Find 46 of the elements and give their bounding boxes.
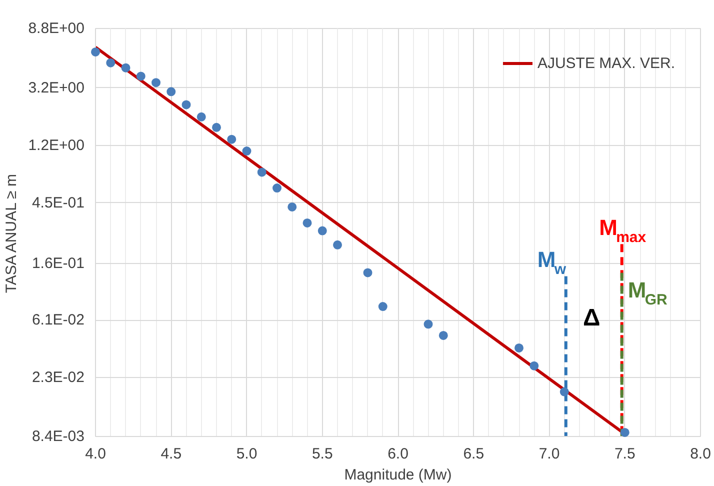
x-tick-label: 7.0: [538, 446, 560, 462]
point: [106, 58, 116, 68]
y-tick-label: 6.1E-02: [32, 312, 85, 329]
x-tick-label: 5.0: [236, 446, 258, 462]
annotation: Δ: [582, 304, 600, 332]
point: [196, 112, 206, 122]
point: [424, 320, 433, 329]
x-tick-label: 6.5: [463, 446, 484, 462]
y-tick-label: 3.2E+00: [28, 79, 85, 96]
point: [242, 146, 252, 156]
x-tick-label: 5.5: [312, 446, 333, 462]
x-tick-label: 7.5: [614, 446, 636, 462]
x-axis-title: Magnitude (Mw): [344, 466, 452, 484]
x-tick-label: 6.0: [388, 446, 408, 462]
point: [288, 202, 297, 212]
point: [438, 330, 448, 340]
x-tick-label: 4.0: [85, 446, 106, 462]
y-tick-label: 1.6E-01: [32, 255, 85, 272]
point: [152, 78, 160, 88]
point: [530, 361, 539, 370]
legend-label: AJUSTE MAX. VER.: [537, 54, 675, 72]
point: [166, 87, 176, 96]
y-tick-label: 2.3E-02: [32, 368, 85, 386]
x-tick-label: 4.5: [160, 446, 182, 462]
point: [514, 343, 524, 352]
point: [318, 226, 327, 236]
point: [620, 428, 630, 437]
y-tick-label: 1.2E+00: [28, 136, 85, 154]
point: [378, 302, 388, 312]
point: [272, 184, 282, 193]
y-axis-title: TASA ANUAL ≥ m: [3, 174, 20, 294]
x-tick-label: 8.0: [690, 446, 711, 462]
point: [257, 168, 266, 177]
y-tick-label: 8.8E+00: [28, 20, 85, 37]
point: [121, 63, 130, 72]
point: [560, 387, 569, 396]
y-tick-label: 4.5E-01: [32, 194, 85, 212]
point: [212, 122, 221, 132]
y-tick-label: 8.4E-03: [32, 428, 85, 445]
point: [136, 72, 146, 81]
point: [333, 240, 342, 250]
point: [182, 100, 191, 110]
point: [227, 134, 236, 144]
point: [363, 268, 372, 278]
point: [91, 47, 100, 56]
point: [302, 218, 312, 228]
